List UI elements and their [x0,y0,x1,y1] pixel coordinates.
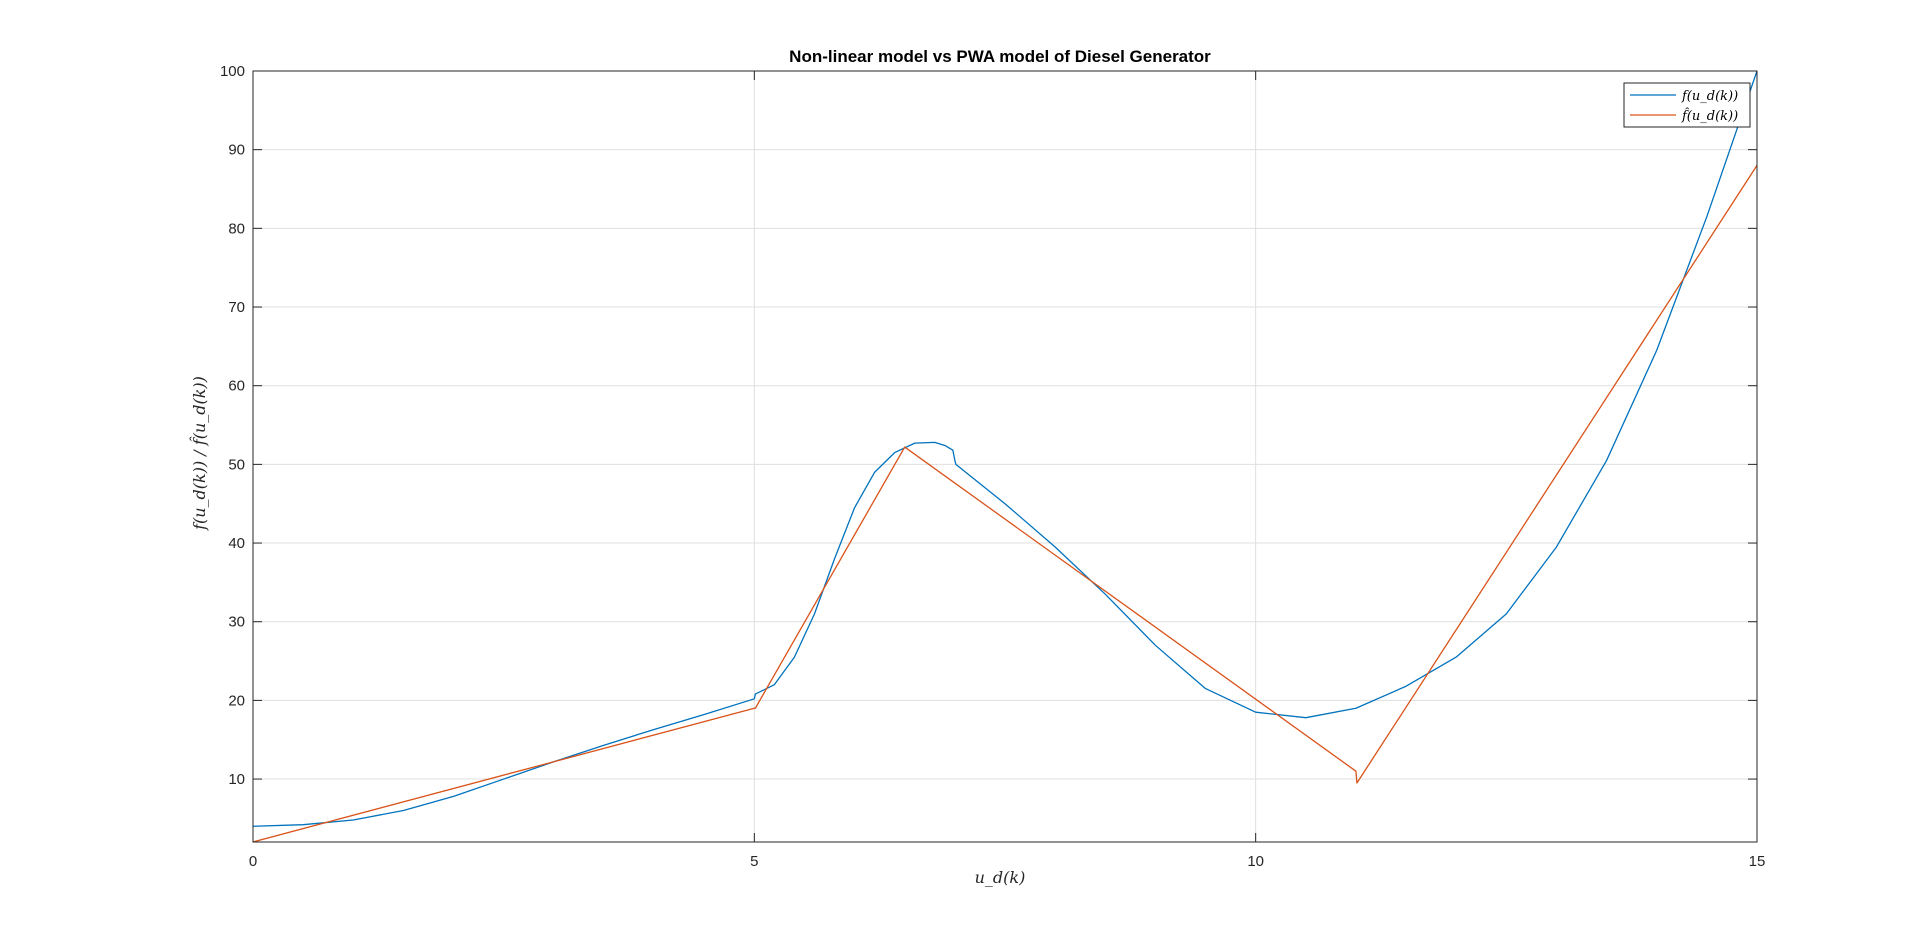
y-tick-label: 20 [228,692,245,709]
axis-labels: u_d(k) f(u_d(k)) / f̂(u_d(k)) [190,376,1026,887]
legend-label-1: f(u_d(k)) [1681,89,1738,104]
y-tick-label: 30 [228,614,245,631]
legend-label-2: f̂(u_d(k)) [1681,107,1738,124]
legend: f(u_d(k)) f̂(u_d(k)) [1623,82,1751,128]
y-tick-label: 10 [228,771,245,788]
y-tick-label: 60 [228,378,245,395]
series-line-2 [252,165,1758,843]
axes [252,70,1758,843]
x-axis-label: u_d(k) [975,868,1026,887]
legend-box [1623,82,1751,128]
chart-title: Non-linear model vs PWA model of Diesel … [789,47,1211,66]
x-tick-label: 15 [1749,853,1766,870]
plot-frame [252,70,1758,843]
y-tick-label: 90 [228,142,245,159]
x-tick-label: 10 [1247,853,1264,870]
x-tick-label: 5 [750,853,758,870]
tick-labels: 0 5 10 15 10 20 30 40 50 60 70 80 90 100 [220,63,1765,870]
y-axis-label: f(u_d(k)) / f̂(u_d(k)) [190,376,209,531]
y-tick-label: 70 [228,299,245,316]
y-tick-label: 80 [228,220,245,237]
plot-series [252,70,1758,843]
y-tick-label: 50 [228,456,245,473]
y-tick-label: 100 [220,63,245,80]
series-line-1 [252,70,1758,827]
x-tick-label: 0 [249,853,257,870]
y-tick-label: 40 [228,535,245,552]
